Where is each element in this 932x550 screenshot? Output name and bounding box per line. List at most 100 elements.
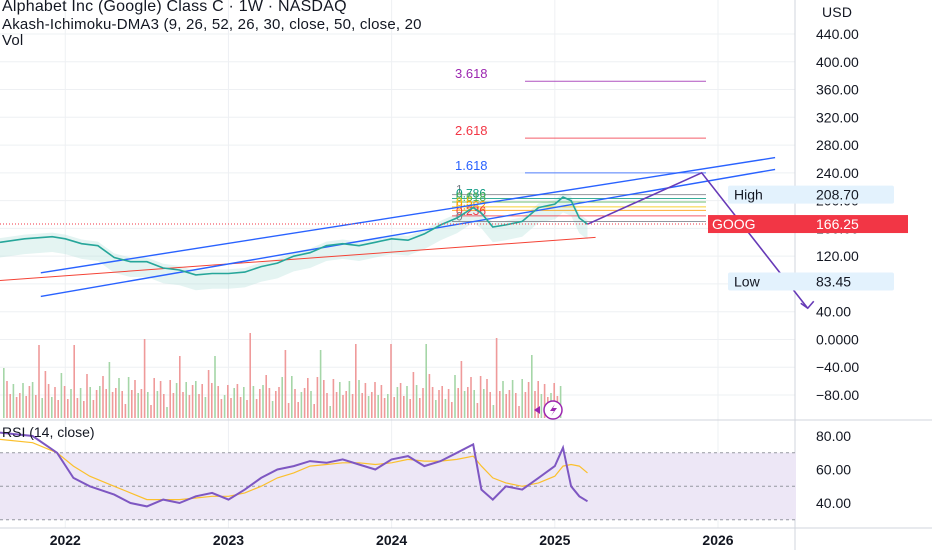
time-axis-tick-label: 2024 xyxy=(376,532,407,548)
volume-bar xyxy=(191,385,194,418)
volume-bar xyxy=(361,393,363,418)
volume-bar xyxy=(351,394,354,418)
volume-bar xyxy=(393,397,395,418)
volume-bar xyxy=(198,394,200,418)
volume-bar xyxy=(422,388,424,418)
volume-bar xyxy=(470,377,472,418)
price-marker-label: Low xyxy=(734,274,761,290)
volume-bar xyxy=(380,385,383,418)
volume-bar xyxy=(559,386,562,418)
volume-bar xyxy=(153,378,155,418)
volume-label: Vol xyxy=(2,32,24,49)
rsi-ma-line xyxy=(0,438,588,501)
volume-bar xyxy=(326,393,328,418)
volume-bar xyxy=(179,356,181,418)
volume-bar xyxy=(159,381,162,418)
projection-arrowhead xyxy=(800,300,815,310)
volume-bar xyxy=(70,389,72,418)
volume-bar xyxy=(239,397,242,418)
volume-bar xyxy=(294,389,296,418)
projection-path xyxy=(587,171,809,309)
volume-bar xyxy=(54,387,56,418)
volume-bar xyxy=(364,383,367,418)
volume-bar xyxy=(358,380,360,418)
volume-bar xyxy=(303,388,306,418)
volume-bar xyxy=(195,381,197,418)
volume-bar xyxy=(31,382,34,418)
volume-bar xyxy=(95,390,98,418)
volume-bar xyxy=(521,379,523,418)
volume-bar xyxy=(127,377,130,418)
volume-bar xyxy=(275,391,277,418)
volume-bar xyxy=(175,383,178,418)
volume-bar xyxy=(284,350,287,418)
volume-bar xyxy=(134,380,136,418)
volume-bar xyxy=(524,392,527,418)
volume-bar xyxy=(335,392,338,418)
rsi-line xyxy=(0,431,589,508)
volume-bar xyxy=(108,362,111,418)
volume-bar xyxy=(406,386,408,418)
volume-bar xyxy=(425,344,427,418)
volume-bar xyxy=(499,391,501,418)
volume-bar xyxy=(348,381,351,418)
volume-bar xyxy=(454,375,456,418)
volume-bar xyxy=(313,404,315,418)
volume-bar xyxy=(131,390,133,418)
volume-bar xyxy=(147,392,149,418)
volume-bar xyxy=(47,384,50,418)
volume-bar xyxy=(92,400,95,418)
volume-bar xyxy=(137,393,139,418)
volume-bar xyxy=(163,394,165,418)
volume-bar xyxy=(345,391,347,418)
volume-bar xyxy=(518,406,520,418)
volume-bar xyxy=(399,383,402,418)
fib-level-label: 1.618 xyxy=(455,158,488,173)
volume-bar xyxy=(246,400,248,418)
price-axis-tick-label: 440.00 xyxy=(816,26,859,42)
volume-bar xyxy=(28,386,31,418)
volume-bar xyxy=(3,368,5,418)
volume-bar xyxy=(447,389,450,418)
rsi-axis-tick-label: 80.00 xyxy=(816,428,851,444)
volume-bar xyxy=(201,384,203,418)
volume-bar xyxy=(534,391,536,418)
volume-bar xyxy=(403,396,405,418)
volume-bar xyxy=(451,402,453,418)
volume-bar xyxy=(265,375,267,418)
volume-bar xyxy=(287,403,290,418)
moving-average-line xyxy=(0,236,596,281)
volume-bar xyxy=(76,398,79,418)
price-axis-tick-label: 240.00 xyxy=(816,165,859,181)
chart-title: Alphabet Inc (Google) Class C · 1W · NAS… xyxy=(2,0,347,15)
time-axis-tick-label: 2022 xyxy=(50,532,81,548)
price-marker-value: 83.45 xyxy=(816,274,851,290)
expand-arrow-icon[interactable] xyxy=(534,406,540,414)
volume-bar xyxy=(166,407,168,418)
volume-bar xyxy=(419,398,421,418)
time-axis-tick-label: 2025 xyxy=(539,532,570,548)
volume-bar xyxy=(329,406,331,418)
volume-bar xyxy=(355,344,357,418)
volume-bar xyxy=(15,397,18,418)
volume-bar xyxy=(438,390,440,418)
last-price-box xyxy=(708,215,908,234)
volume-bar xyxy=(332,379,335,418)
volume-bar xyxy=(25,396,27,418)
volume-bar xyxy=(41,398,43,418)
volume-bar xyxy=(383,398,386,418)
volume-bar xyxy=(515,393,517,418)
volume-bar xyxy=(22,383,24,418)
price-axis-tick-label: −40.00 xyxy=(816,359,859,375)
fib-level-label: 0.786 xyxy=(456,187,486,201)
volume-bar xyxy=(220,399,223,418)
volume-bar xyxy=(540,394,543,418)
price-marker-box xyxy=(728,185,894,204)
volume-bar xyxy=(118,378,120,418)
volume-bar xyxy=(79,388,82,418)
volume-bar xyxy=(291,376,293,418)
volume-bar xyxy=(476,403,479,418)
ichimoku-cloud xyxy=(0,193,588,291)
volume-bar xyxy=(44,371,47,418)
